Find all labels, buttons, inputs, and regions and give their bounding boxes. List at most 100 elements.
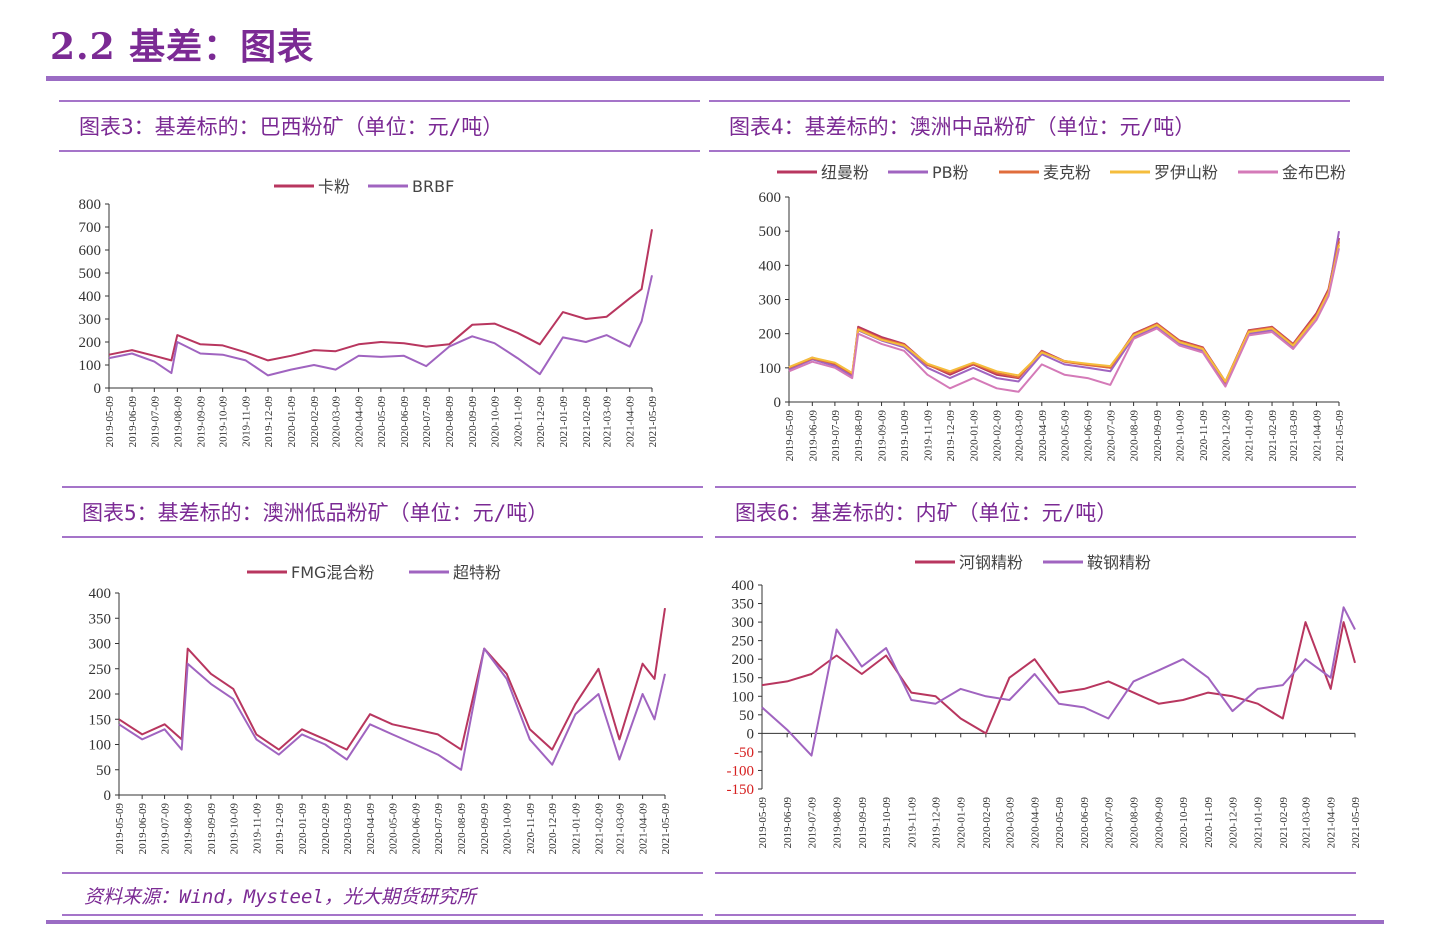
legend-label: 金布巴粉 xyxy=(1282,163,1346,182)
x-tick-label: 2021-01-09 xyxy=(570,803,582,855)
y-tick-label: 50 xyxy=(739,708,754,724)
x-tick-label: 2019-12-09 xyxy=(263,396,275,448)
x-tick-label: 2019-06-09 xyxy=(137,803,149,855)
chart-title: 图表3：基差标的：巴西粉矿（单位：元/吨） xyxy=(79,115,504,139)
series-line xyxy=(761,606,1356,757)
y-tick-label: 350 xyxy=(89,611,112,627)
legend-label: 麦克粉 xyxy=(1043,163,1091,182)
y-tick-label: 400 xyxy=(732,578,755,594)
x-tick-label: 2019-09-09 xyxy=(877,410,889,462)
x-tick-label: 2019-11-09 xyxy=(241,396,253,447)
x-tick-label: 2020-09-09 xyxy=(1154,797,1166,849)
chart-domestic-ore: -150 -100 -50 0 50 100 150 200 250 300 350 400 2019-… xyxy=(727,553,1363,849)
y-tick-label: 150 xyxy=(732,671,755,687)
x-tick-label: 2020-09-09 xyxy=(479,803,491,855)
x-tick-label: 2021-04-09 xyxy=(1326,797,1338,849)
legend-label: 卡粉 xyxy=(318,177,350,196)
x-tick-label: 2019-10-09 xyxy=(218,396,230,448)
chart-header: 图表5：基差标的：澳洲低品粉矿（单位：元/吨） xyxy=(62,486,703,538)
y-tick-label: 300 xyxy=(89,637,112,653)
page-title: 2.2 基差：图表 xyxy=(50,26,315,68)
y-tick-label: 100 xyxy=(759,361,782,377)
legend-label: FMG混合粉 xyxy=(291,563,374,582)
title-divider xyxy=(46,76,1384,81)
x-tick-label: 2020-07-09 xyxy=(1105,410,1117,462)
x-tick-label: 2019-07-09 xyxy=(806,797,818,849)
y-tick-label: -150 xyxy=(727,782,755,798)
y-tick-label: 500 xyxy=(759,224,782,240)
y-tick-label: 0 xyxy=(94,381,102,397)
x-tick-label: 2020-12-09 xyxy=(547,803,559,855)
x-tick-label: 2020-03-09 xyxy=(1004,797,1016,849)
x-tick-label: 2019-10-09 xyxy=(228,803,240,855)
legend-label: 超特粉 xyxy=(453,563,501,582)
y-tick-label: 500 xyxy=(79,266,102,282)
x-tick-label: 2020-02-09 xyxy=(992,410,1004,462)
y-tick-label: 250 xyxy=(89,662,112,678)
x-tick-label: 2019-12-09 xyxy=(945,410,957,462)
x-tick-label: 2021-02-09 xyxy=(1267,410,1279,462)
x-tick-label: 2020-04-09 xyxy=(1030,797,1042,849)
chart-panel-6: 图表6：基差标的：内矿（单位：元/吨） -150 -100 -50 0 50 100 150… xyxy=(715,486,1363,870)
x-tick-label: 2019-12-09 xyxy=(274,803,286,855)
x-tick-label: 2020-01-09 xyxy=(297,803,309,855)
x-tick-label: 2021-05-09 xyxy=(660,803,672,855)
chart-australia-low-grade: 0 50 100 150 200 250 300 350 400 2019-05-09 2019-0… xyxy=(89,563,673,855)
y-tick-label: 250 xyxy=(732,634,755,650)
x-tick-label: 2020-05-09 xyxy=(1054,797,1066,849)
y-tick-label: 200 xyxy=(732,652,755,668)
x-tick-label: 2020-01-09 xyxy=(286,396,298,448)
source-bottom-rule-right xyxy=(715,914,1356,916)
x-tick-label: 2019-05-09 xyxy=(784,410,796,462)
x-tick-label: 2020-08-09 xyxy=(1129,410,1141,462)
y-tick-label: 100 xyxy=(79,358,102,374)
series-line xyxy=(108,275,653,377)
x-tick-label: 2020-10-09 xyxy=(490,396,502,448)
x-tick-label: 2019-10-09 xyxy=(899,410,911,462)
x-tick-label: 2020-02-09 xyxy=(981,797,993,849)
y-tick-label: 200 xyxy=(759,327,782,343)
x-tick-label: 2020-11-09 xyxy=(513,396,525,447)
x-tick-label: 2019-07-09 xyxy=(149,396,161,448)
x-tick-label: 2021-02-09 xyxy=(1278,797,1290,849)
y-tick-label: 400 xyxy=(759,258,782,274)
x-tick-label: 2020-12-09 xyxy=(1220,410,1232,462)
y-tick-label: 0 xyxy=(747,726,755,742)
series-line xyxy=(108,229,653,362)
y-tick-label: 100 xyxy=(732,689,755,705)
x-tick-label: 2019-07-09 xyxy=(160,803,172,855)
x-tick-label: 2020-11-09 xyxy=(1198,410,1210,461)
x-tick-label: 2020-08-09 xyxy=(444,396,456,448)
x-tick-label: 2020-08-09 xyxy=(456,803,468,855)
series-line xyxy=(118,607,666,751)
x-tick-label: 2019-09-09 xyxy=(206,803,218,855)
series-line xyxy=(788,244,1340,383)
y-tick-label: 800 xyxy=(79,197,102,213)
x-tick-label: 2019-05-09 xyxy=(104,396,116,448)
x-tick-label: 2019-06-09 xyxy=(127,396,139,448)
x-tick-label: 2020-01-09 xyxy=(956,797,968,849)
legend-label: PB粉 xyxy=(932,163,969,182)
y-tick-label: -100 xyxy=(727,763,755,779)
x-tick-label: 2020-01-09 xyxy=(968,410,980,462)
x-tick-label: 2020-03-09 xyxy=(1013,410,1025,462)
series-line xyxy=(118,647,666,771)
x-tick-label: 2021-02-09 xyxy=(581,396,593,448)
source-bottom-rule-left xyxy=(62,914,703,916)
x-tick-label: 2019-08-09 xyxy=(853,410,865,462)
x-tick-label: 2020-02-09 xyxy=(320,803,332,855)
x-tick-label: 2019-09-09 xyxy=(857,797,869,849)
x-tick-label: 2019-11-09 xyxy=(906,797,918,848)
footer-divider xyxy=(46,920,1384,924)
x-tick-label: 2020-11-09 xyxy=(525,803,537,854)
x-tick-label: 2021-04-09 xyxy=(625,396,637,448)
y-tick-label: 400 xyxy=(79,289,102,305)
x-tick-label: 2021-05-09 xyxy=(1350,797,1362,849)
x-tick-label: 2020-04-09 xyxy=(365,803,377,855)
x-tick-label: 2019-10-09 xyxy=(881,797,893,849)
x-tick-label: 2021-04-09 xyxy=(638,803,650,855)
x-tick-label: 2021-01-09 xyxy=(1244,410,1256,462)
legend-label: 纽曼粉 xyxy=(821,163,869,182)
x-tick-label: 2021-03-09 xyxy=(602,396,614,448)
x-tick-label: 2019-07-09 xyxy=(830,410,842,462)
